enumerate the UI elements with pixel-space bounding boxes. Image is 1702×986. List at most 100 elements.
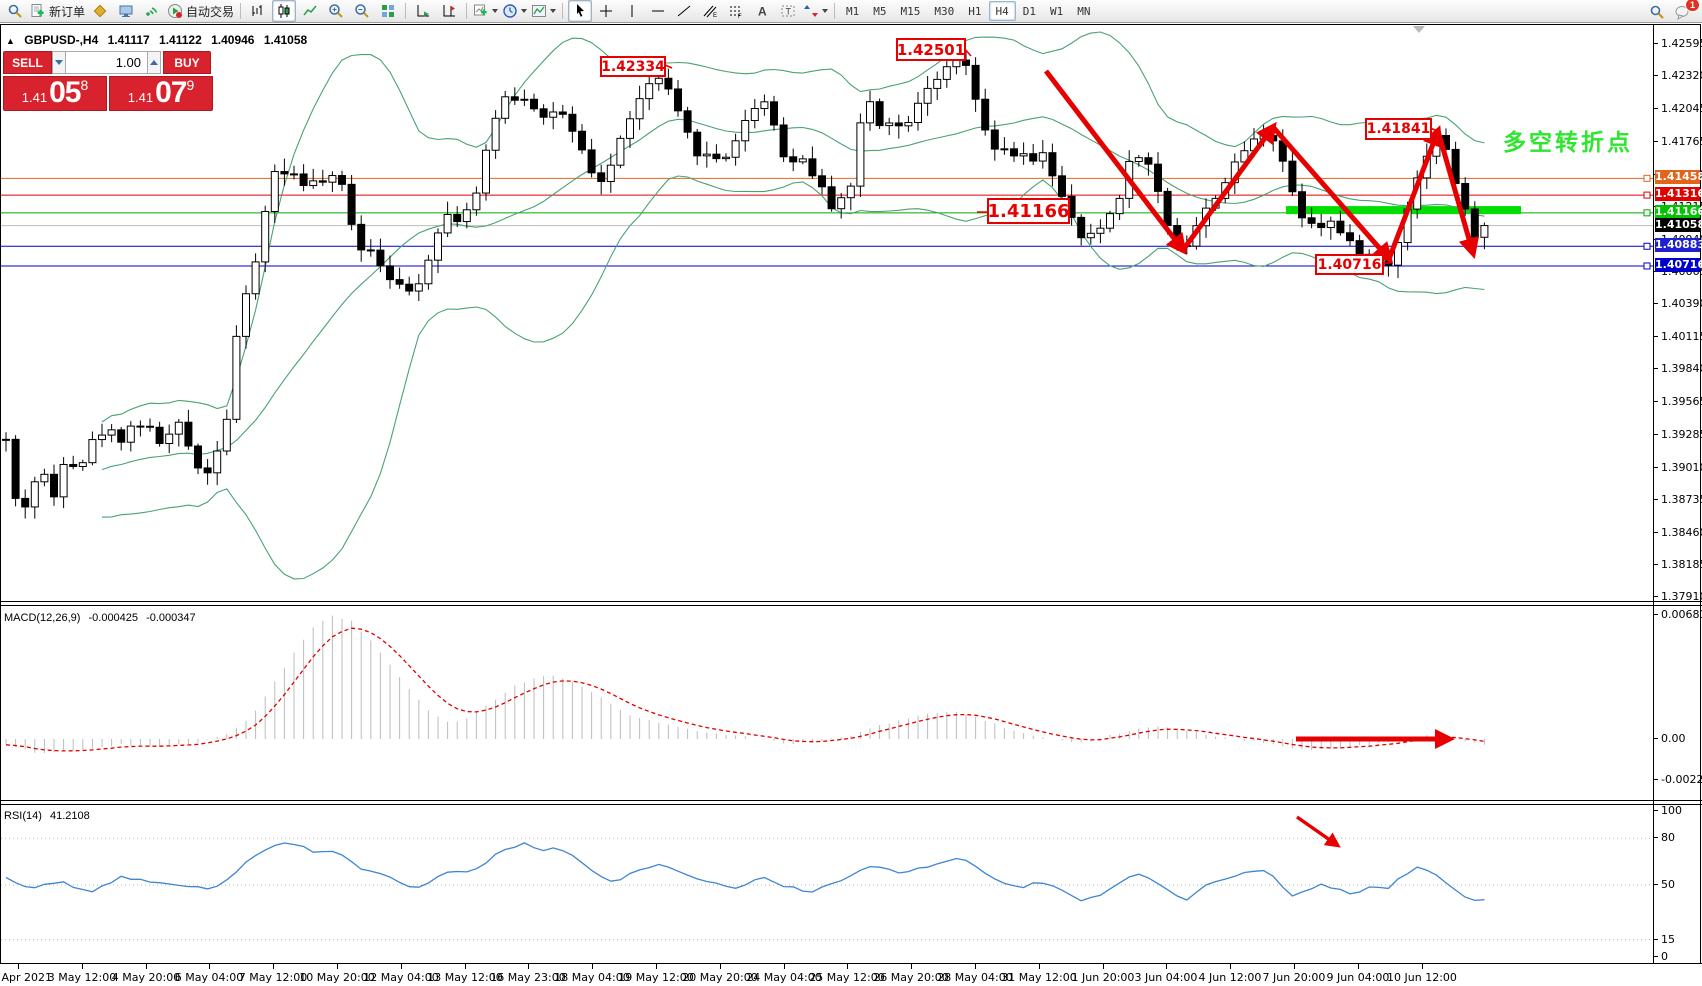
crosshair-icon[interactable] <box>594 0 618 22</box>
volume-increase-button[interactable] <box>147 51 161 74</box>
ohlc-open: 1.41117 <box>107 33 150 47</box>
main-chart-pane[interactable] <box>1 26 1654 602</box>
macd-pane[interactable] <box>1 608 1654 801</box>
pane-splitter-top-a[interactable] <box>0 601 1702 602</box>
price-callout-1.42334[interactable]: 1.42334 <box>600 56 666 77</box>
trendline-icon[interactable] <box>672 0 696 22</box>
price-tick-mark <box>1653 467 1658 468</box>
rsi-pane[interactable] <box>1 807 1654 963</box>
auto-scroll-icon[interactable] <box>411 0 435 22</box>
volume-input[interactable]: 1.00 <box>66 51 147 74</box>
date-tick-mark <box>1039 964 1040 969</box>
periods-button-dropdown-icon[interactable] <box>521 9 528 13</box>
autotrade-button[interactable]: 自动交易 <box>166 0 235 22</box>
trend-arrow-3[interactable] <box>1271 125 1394 264</box>
price-tick-label: 1.42045 <box>1661 102 1702 115</box>
periods-button[interactable] <box>501 0 528 22</box>
price-tick-mark <box>1653 75 1658 76</box>
timeframe-m1[interactable]: M1 <box>846 4 860 18</box>
rsi-tick-label: 0 <box>1661 950 1668 963</box>
buy-price-sup: 9 <box>186 77 195 93</box>
arrows-icon-dropdown-icon[interactable] <box>822 9 829 13</box>
sell-price-sup: 8 <box>80 77 89 93</box>
macd-indicator-label: MACD(12,26,9) -0.000425 -0.000347 <box>4 612 201 624</box>
timeframe-mn[interactable]: MN <box>1077 4 1091 18</box>
timeframe-w1[interactable]: W1 <box>1050 4 1064 18</box>
candlestick-icon[interactable] <box>272 0 297 22</box>
collapse-arrow-icon[interactable]: ▲ <box>6 36 15 46</box>
chinese-annotation[interactable]: 多空转折点 <box>1503 129 1633 155</box>
horizontal-line-icon[interactable] <box>646 0 670 22</box>
buy-button[interactable]: BUY <box>163 51 211 74</box>
arrows-icon[interactable] <box>802 0 829 22</box>
macd-histogram <box>5 615 1485 754</box>
templates-button[interactable] <box>530 0 557 22</box>
volume-decrease-button[interactable] <box>52 51 66 74</box>
resistance-line-1.41316-handle[interactable] <box>1643 191 1651 199</box>
price-tick-label: 1.39840 <box>1661 362 1702 375</box>
price-callout-1.42501[interactable]: 1.42501 <box>896 38 966 61</box>
date-label: 3 May 12:00 <box>47 971 117 984</box>
buy-price-quote[interactable]: 1.41 07 9 <box>109 76 213 111</box>
line-chart-icon[interactable] <box>298 0 322 22</box>
timeframe-m5[interactable]: M5 <box>873 4 887 18</box>
indicators-button-dropdown-icon[interactable] <box>492 9 499 13</box>
text-label-icon[interactable]: T <box>776 0 800 22</box>
chart-profile-icon[interactable] <box>88 0 112 22</box>
market-watch-icon[interactable] <box>114 0 138 22</box>
timeframe-h1[interactable]: H1 <box>968 4 982 18</box>
price-callout-1.40716[interactable]: 1.40716 <box>1315 254 1384 275</box>
chat-icon[interactable]: 1 <box>1671 0 1700 23</box>
chart-magnifier-icon[interactable] <box>3 0 27 22</box>
support-line-1.40883-handle[interactable] <box>1643 242 1651 250</box>
date-tick-mark <box>1166 964 1167 969</box>
timeframe-m30[interactable]: M30 <box>934 4 955 18</box>
sell-button[interactable]: SELL <box>3 51 52 74</box>
fibonacci-icon[interactable]: F <box>724 0 748 22</box>
price-callout-1.41841[interactable]: 1.41841 <box>1365 118 1432 140</box>
support-line-1.40716-handle[interactable] <box>1643 262 1651 270</box>
cursor-icon[interactable] <box>568 0 593 22</box>
signals-icon-glyph <box>146 7 158 16</box>
timeframe-m15[interactable]: M15 <box>900 4 921 18</box>
resistance-line-1.41458-handle[interactable] <box>1643 174 1651 182</box>
sell-price-quote[interactable]: 1.41 05 8 <box>3 76 107 111</box>
timeframe-h4[interactable]: H4 <box>988 1 1016 21</box>
svg-text:F: F <box>738 14 742 19</box>
price-callout-1.41166[interactable]: 1.41166 <box>987 198 1070 224</box>
spin-down-icon <box>55 60 63 65</box>
pane-splitter-top-b[interactable] <box>0 605 1702 606</box>
price-axis-border <box>1653 25 1654 963</box>
price-tick-mark <box>1653 532 1658 533</box>
tile-windows-icon[interactable] <box>376 0 400 22</box>
trend-arrow-4[interactable] <box>1386 125 1443 260</box>
vertical-line-icon[interactable] <box>620 0 644 22</box>
new-order-button[interactable]: 新订单 <box>29 0 86 22</box>
green-highlight-band[interactable] <box>1286 206 1521 215</box>
date-tick-mark <box>465 964 466 969</box>
search-icon[interactable] <box>1645 1 1669 23</box>
trend-arrow-1[interactable] <box>1044 69 1187 256</box>
pivot-line-1.41166-handle[interactable] <box>1643 209 1651 217</box>
equidistant-channel-icon[interactable]: E <box>698 0 722 22</box>
chart-shift-marker-icon[interactable] <box>1413 26 1425 33</box>
rsi-down-arrow[interactable] <box>1295 815 1341 848</box>
chart-shift-icon[interactable] <box>437 0 461 22</box>
trend-arrow-5[interactable] <box>1435 130 1480 260</box>
date-tick-mark <box>911 964 912 969</box>
zoom-out-icon[interactable] <box>350 0 374 22</box>
pane-splitter-bottom-b[interactable] <box>0 804 1702 805</box>
price-level-badge-1.41058: 1.41058 <box>1655 218 1702 232</box>
indicators-button[interactable] <box>472 0 499 22</box>
pane-splitter-bottom-a[interactable] <box>0 800 1702 801</box>
signals-icon[interactable] <box>140 0 164 22</box>
zoom-in-icon[interactable] <box>324 0 348 22</box>
timeframe-d1[interactable]: D1 <box>1022 4 1037 18</box>
trend-arrow-2[interactable] <box>1180 121 1277 252</box>
bar-chart-icon[interactable] <box>246 0 270 22</box>
templates-button-dropdown-icon[interactable] <box>550 9 557 13</box>
indicators-glyph <box>474 4 487 16</box>
date-label: 20 May 20:00 <box>682 971 758 984</box>
text-icon[interactable]: A <box>750 0 774 22</box>
